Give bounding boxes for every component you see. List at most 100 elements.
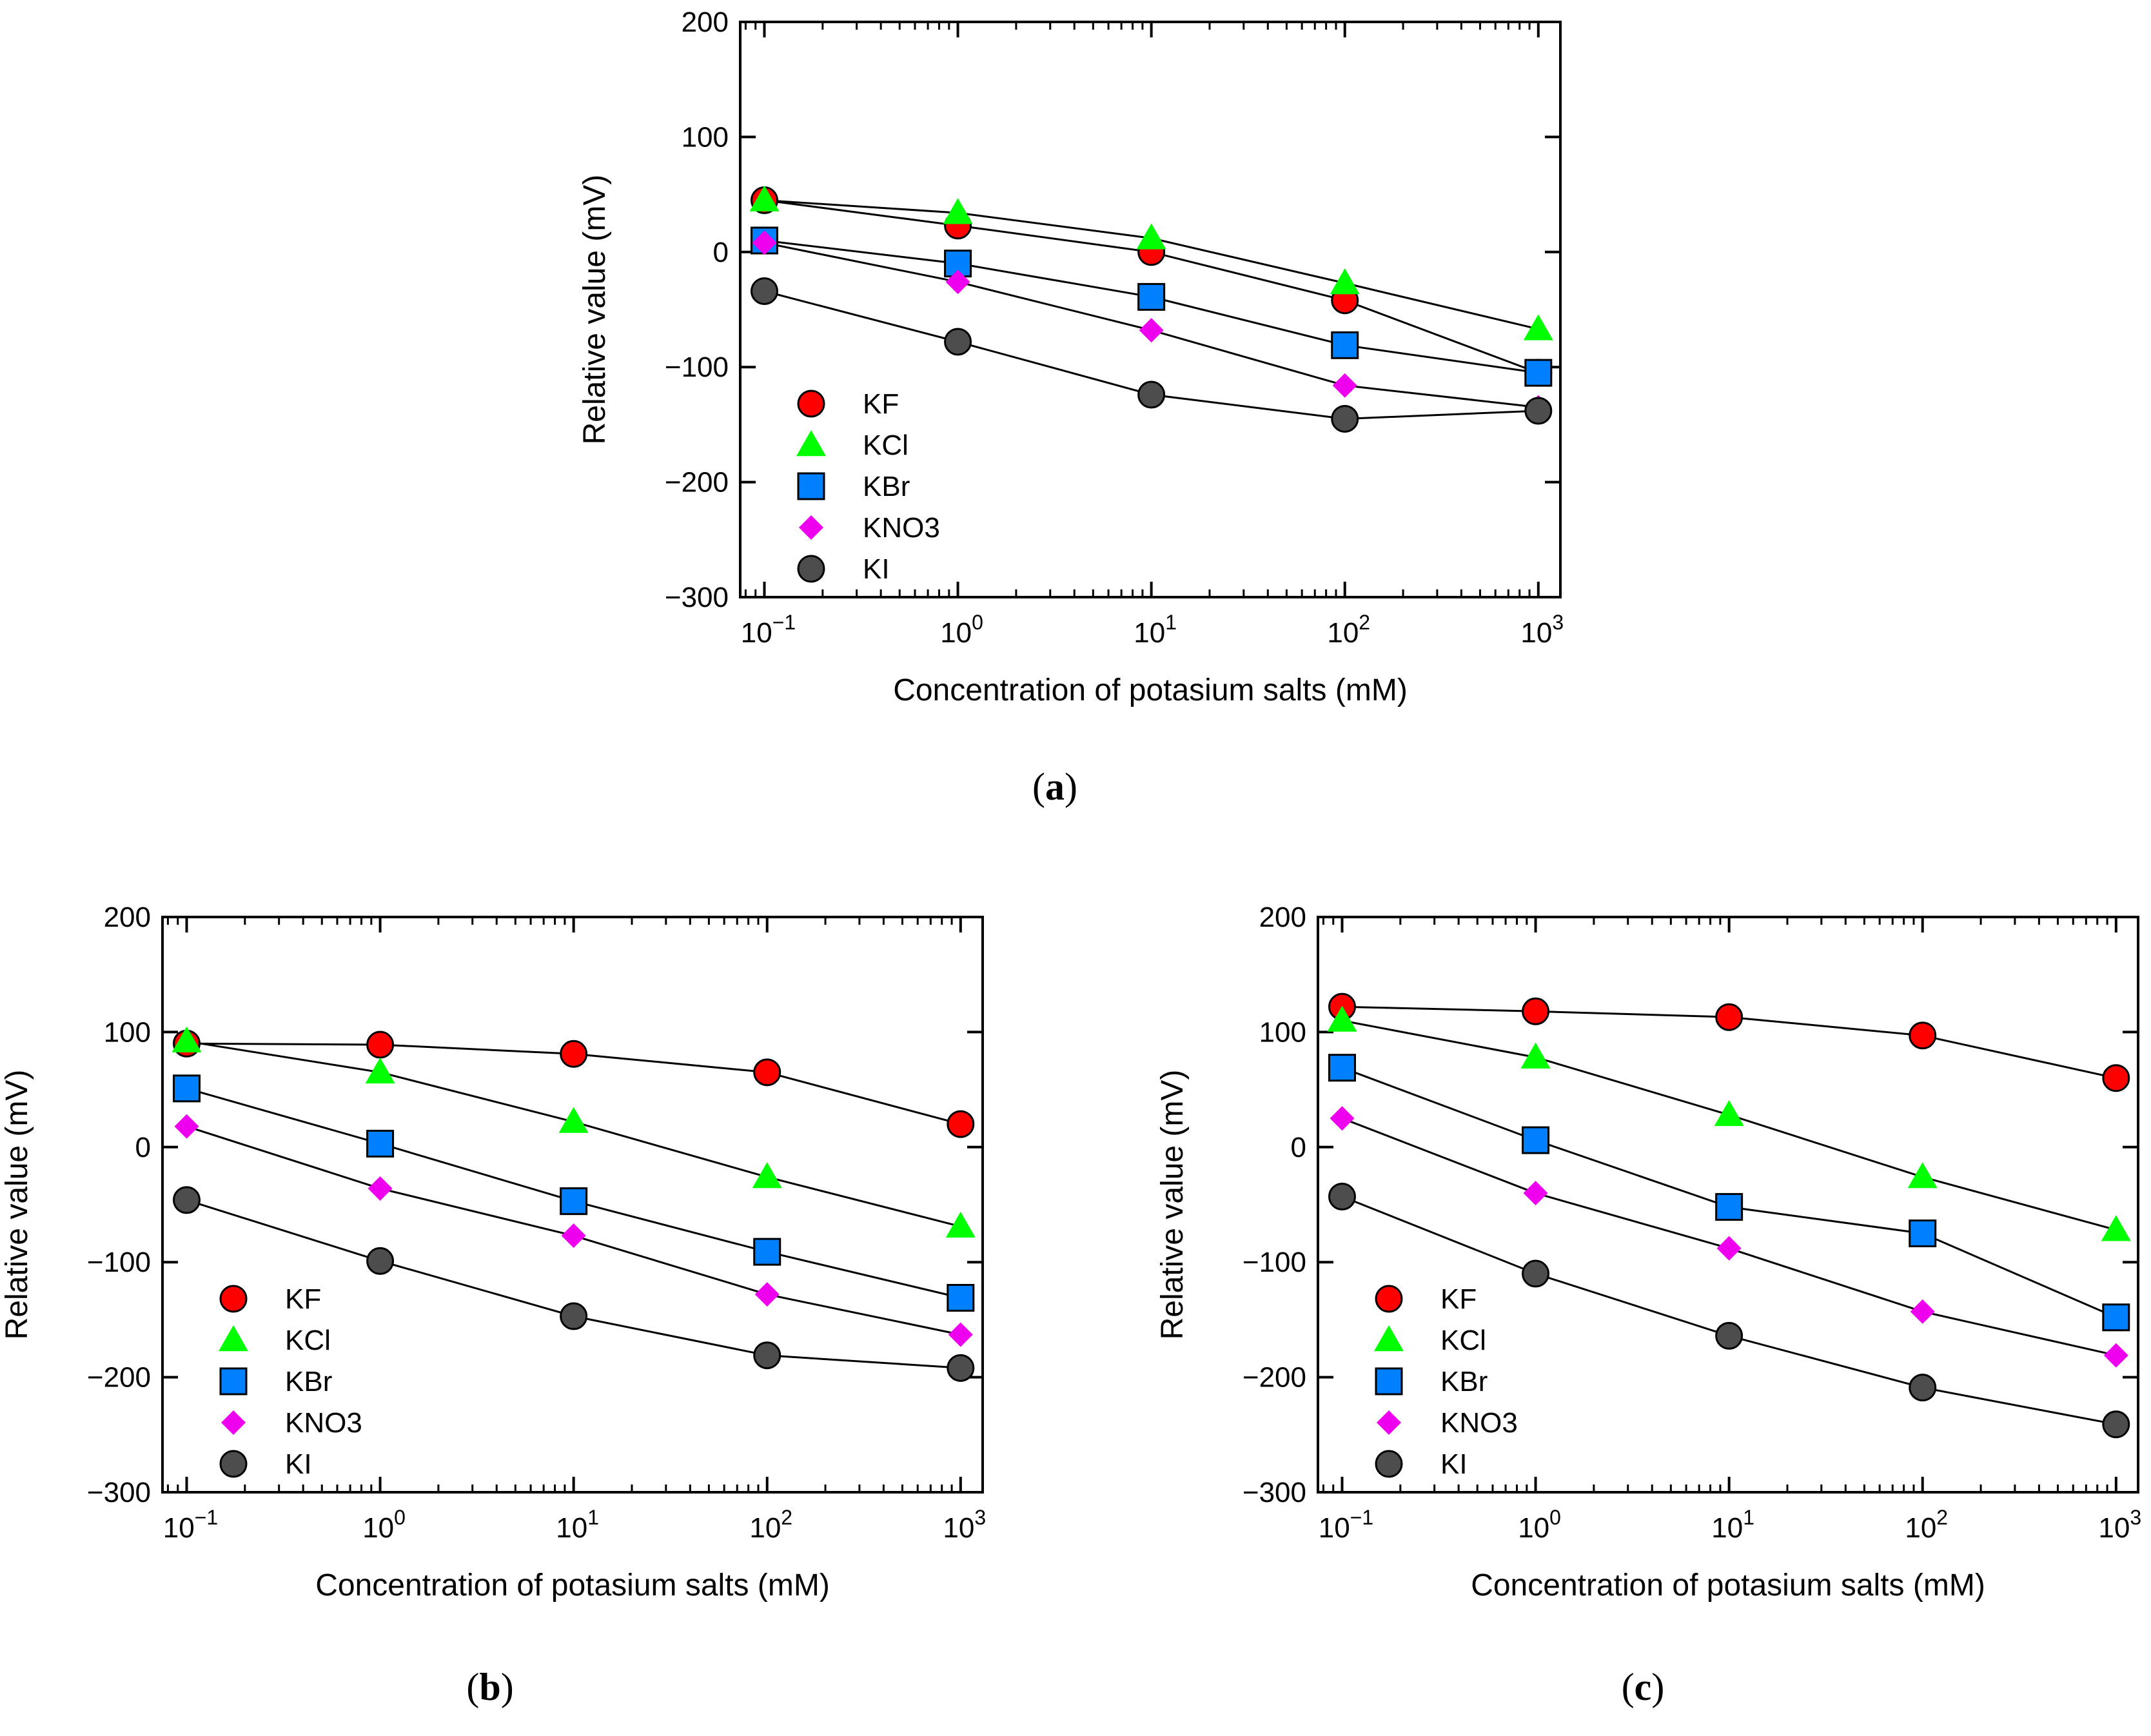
panel-label: (a)	[1032, 765, 1077, 808]
data-point-kbr	[1524, 359, 1553, 387]
y-tick-label: −100	[1242, 1247, 1306, 1278]
x-tick-base: 10	[1518, 1512, 1549, 1544]
panel-label: (b)	[466, 1666, 513, 1708]
data-point-kcl	[1327, 1005, 1357, 1032]
data-point-kcl	[365, 1057, 395, 1084]
y-tick-label: 0	[135, 1132, 151, 1163]
y-axis-title: Relative value (mV)	[0, 1070, 34, 1340]
data-point-ki	[750, 277, 778, 305]
legend-marker-kbr	[797, 472, 825, 500]
data-point-kno3	[2103, 1343, 2128, 1368]
panel-label-paren-open: (	[1622, 1666, 1635, 1708]
x-tick-base: 10	[1520, 617, 1552, 649]
legend-marker-kbr	[219, 1367, 248, 1396]
legend-label-ki: KI	[863, 553, 890, 585]
x-tick-exponent: −1	[772, 611, 796, 634]
legend-marker-kno3	[221, 1410, 246, 1435]
legend-label-ki: KI	[285, 1448, 312, 1480]
x-tick-label: 102	[1327, 611, 1370, 649]
legend-marker-kcl	[219, 1325, 248, 1352]
data-point-kf	[1715, 1003, 1743, 1031]
data-point-kf	[753, 1058, 781, 1087]
data-point-ki	[1137, 380, 1166, 409]
panel-label-paren-close: )	[1065, 765, 1077, 808]
y-tick-label: −300	[1242, 1477, 1306, 1508]
data-point-kno3	[561, 1223, 586, 1248]
data-point-kno3	[1910, 1299, 1935, 1324]
x-tick-label: 10−1	[741, 611, 796, 649]
data-point-kno3	[948, 1322, 973, 1347]
legend-marker-ki	[219, 1450, 248, 1478]
x-tick-base: 10	[940, 617, 972, 649]
data-point-kbr	[1137, 282, 1166, 311]
legend-label-kbr: KBr	[285, 1366, 332, 1397]
data-point-kno3	[1330, 1106, 1355, 1131]
panel-label-letter: a	[1045, 765, 1065, 808]
legend-label-kcl: KCl	[1440, 1325, 1486, 1356]
y-axis-title: Relative value (mV)	[578, 175, 612, 445]
legend-label-kf: KF	[863, 388, 899, 420]
x-tick-exponent: 2	[781, 1506, 792, 1529]
data-point-kcl	[1520, 1042, 1551, 1069]
panel-label-letter: b	[479, 1666, 500, 1708]
data-point-kbr	[1328, 1054, 1356, 1082]
data-point-kf	[947, 1110, 975, 1138]
x-tick-label: 10−1	[1319, 1506, 1373, 1544]
x-tick-label: 100	[1518, 1506, 1561, 1544]
data-point-ki	[366, 1247, 395, 1275]
data-point-kbr	[1331, 331, 1359, 359]
x-tick-exponent: 3	[974, 1506, 986, 1529]
data-point-kbr	[366, 1129, 395, 1158]
panel-label-paren-close: )	[501, 1666, 514, 1708]
data-point-kcl	[1523, 314, 1553, 340]
x-axis-title: Concentration of potasium salts (mM)	[315, 1568, 830, 1603]
x-tick-base: 10	[2098, 1512, 2130, 1544]
y-tick-label: 100	[682, 121, 729, 153]
x-tick-label: 102	[1905, 1506, 1948, 1544]
y-tick-label: 100	[104, 1016, 151, 1048]
data-point-kbr	[753, 1238, 781, 1266]
panel-label-paren-open: (	[466, 1666, 479, 1708]
data-point-kcl	[1714, 1100, 1744, 1127]
legend-label-kcl: KCl	[285, 1325, 331, 1356]
data-point-kbr	[2102, 1303, 2130, 1332]
y-tick-label: 200	[682, 6, 729, 38]
x-tick-exponent: 1	[587, 1506, 599, 1529]
x-tick-exponent: 2	[1359, 611, 1370, 634]
x-tick-base: 10	[1134, 617, 1165, 649]
data-point-kbr	[1909, 1219, 1937, 1248]
data-point-ki	[1524, 397, 1553, 425]
legend-marker-kbr	[1375, 1367, 1403, 1396]
legend-label-kcl: KCl	[863, 429, 909, 461]
data-point-kbr	[947, 1284, 975, 1312]
data-point-kbr	[172, 1074, 201, 1103]
legend-marker-ki	[1375, 1450, 1403, 1478]
data-point-kcl	[2101, 1215, 2131, 1241]
data-point-kcl	[1136, 223, 1166, 250]
x-axis-title: Concentration of potasium salts (mM)	[1471, 1568, 1985, 1603]
data-point-ki	[172, 1186, 201, 1214]
data-point-kf	[1909, 1021, 1937, 1050]
x-axis-title: Concentration of potasium salts (mM)	[893, 673, 1408, 707]
x-tick-base: 10	[163, 1512, 195, 1544]
legend-label-kno3: KNO3	[285, 1407, 362, 1439]
legend-label-kno3: KNO3	[863, 512, 940, 544]
x-tick-base: 10	[362, 1512, 394, 1544]
y-tick-label: 0	[713, 237, 729, 268]
data-point-ki	[1331, 404, 1359, 433]
x-tick-label: 101	[1134, 611, 1177, 649]
data-point-ki	[2102, 1410, 2130, 1439]
legend-marker-kf	[797, 390, 825, 418]
panel-label: (c)	[1622, 1666, 1665, 1708]
x-tick-base: 10	[1319, 1512, 1350, 1544]
data-point-kcl	[945, 1211, 976, 1238]
x-tick-base: 10	[749, 1512, 781, 1544]
y-tick-label: −100	[665, 351, 729, 383]
x-tick-exponent: 2	[1936, 1506, 1948, 1529]
legend-label-kbr: KBr	[1440, 1366, 1488, 1397]
x-tick-label: 10−1	[163, 1506, 218, 1544]
